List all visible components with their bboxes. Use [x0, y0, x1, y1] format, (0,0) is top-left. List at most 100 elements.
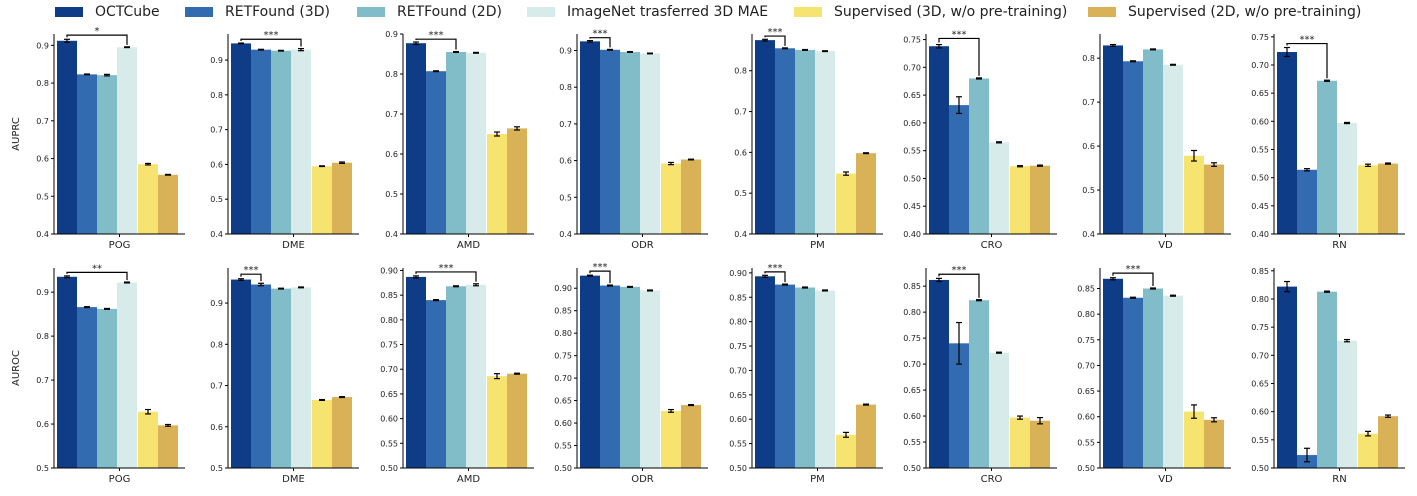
y-tick-label: 0.4 [210, 230, 223, 239]
y-tick-label: 0.60 [1251, 117, 1269, 126]
bar [620, 51, 640, 234]
bar [580, 41, 600, 235]
subplot-pm-auroc: *** 0.50 0.55 0.60 0.65 0.70 0.75 0.80 0.85 0.90 P… [729, 263, 883, 485]
y-tick-label: 0.4 [1082, 230, 1095, 239]
y-tick-label: 0.55 [554, 442, 572, 451]
significance-bracket [938, 37, 980, 76]
y-tick-label: 0.6 [559, 157, 572, 166]
significance-label: *** [1126, 264, 1141, 275]
bar [640, 290, 660, 468]
bar [487, 376, 507, 468]
y-tick-label: 0.60 [903, 119, 921, 128]
y-tick-label: 0.40 [903, 230, 921, 239]
y-tick-label: 0.75 [903, 36, 921, 45]
y-tick-label: 0.5 [559, 193, 572, 202]
y-tick-label: 0.5 [210, 195, 223, 204]
y-tick-label: 0.75 [903, 334, 921, 343]
x-category-label: DME [282, 240, 305, 251]
bar [117, 282, 137, 468]
subplot-odr-auprc: *** 0.4 0.5 0.6 0.7 0.8 0.9 ODR [559, 29, 708, 251]
y-tick-label: 0.8 [734, 67, 747, 76]
bar [446, 52, 466, 234]
y-tick-label: 0.50 [903, 174, 921, 183]
bar [446, 286, 466, 468]
bar [158, 425, 178, 468]
y-tick-label: 0.9 [385, 30, 398, 39]
y-tick-label: 0.45 [1251, 202, 1269, 211]
bar [97, 75, 117, 234]
bar [291, 49, 311, 234]
legend-item: RETFound (3D) [185, 4, 330, 20]
y-tick-label: 0.90 [380, 266, 398, 275]
subplot-rn-auprc: *** 0.40 0.45 0.50 0.55 0.60 0.65 0.70 0.75 RN [1251, 33, 1405, 251]
bar [332, 162, 352, 234]
significance-label: *** [952, 29, 967, 40]
bar [77, 307, 97, 468]
significance-label: *** [768, 27, 783, 38]
y-tick-label: 0.9 [36, 41, 49, 50]
bar [755, 276, 775, 468]
y-tick-label: 0.70 [380, 365, 398, 374]
bar [949, 343, 969, 468]
y-tick-label: 0.50 [1251, 174, 1269, 183]
y-tick-label: 0.60 [1077, 413, 1095, 422]
legend-item: Supervised (3D, w/o pre-training) [794, 4, 1067, 20]
bar [929, 46, 949, 234]
legend-swatch [55, 7, 83, 17]
significance-bracket [240, 38, 302, 47]
y-tick-label: 0.9 [559, 47, 572, 56]
bar [969, 78, 989, 234]
bar [815, 51, 835, 235]
bar [1030, 420, 1050, 468]
bar [969, 300, 989, 468]
y-tick-label: 0.7 [734, 108, 747, 117]
subplot-dme-auroc: *** 0.5 0.6 0.7 0.8 0.9 DME [210, 265, 359, 485]
bar [640, 53, 660, 235]
bar [1297, 169, 1317, 234]
x-category-label: PM [810, 240, 825, 251]
y-tick-label: 0.7 [210, 382, 223, 391]
bar [1184, 411, 1204, 468]
bar [661, 410, 681, 468]
bar [989, 142, 1009, 234]
bar [989, 352, 1009, 468]
bar [426, 71, 446, 234]
significance-label: *** [429, 30, 444, 41]
legend-swatch [185, 7, 213, 17]
legend-item: Supervised (2D, w/o pre-training) [1088, 4, 1361, 20]
bar [620, 286, 640, 468]
bar [1143, 288, 1163, 468]
significance-bracket [415, 38, 457, 50]
bar [1123, 297, 1143, 468]
bar [1358, 433, 1378, 468]
y-tick-label: 0.50 [554, 464, 572, 473]
bar [1317, 291, 1337, 468]
subplot-cro-auprc: *** 0.40 0.45 0.50 0.55 0.60 0.65 0.70 0.75 CRO [903, 29, 1057, 251]
bar [1030, 165, 1050, 234]
significance-bracket [938, 273, 980, 298]
significance-bracket [415, 271, 477, 282]
y-tick-label: 0.6 [36, 420, 49, 429]
y-tick-label: 0.70 [903, 63, 921, 72]
x-category-label: ODR [631, 474, 654, 485]
y-tick-label: 0.75 [380, 341, 398, 350]
significance-bracket [66, 34, 128, 45]
bar [57, 40, 77, 235]
significance-label: *** [244, 265, 259, 276]
significance-bracket [589, 37, 611, 48]
y-tick-label: 0.80 [903, 308, 921, 317]
bar [755, 40, 775, 234]
legend-label: Supervised (3D, w/o pre-training) [834, 4, 1068, 20]
bar [1163, 295, 1183, 468]
bar [158, 174, 178, 234]
subplot-pm-auprc: *** 0.4 0.5 0.6 0.7 0.8 PM [734, 27, 883, 251]
y-tick-label: 0.50 [1077, 464, 1095, 473]
bar [466, 52, 486, 234]
significance-bracket [764, 35, 786, 46]
y-tick-label: 0.8 [36, 332, 49, 341]
y-tick-label: 0.55 [903, 438, 921, 447]
bar [681, 159, 701, 234]
bar [1358, 165, 1378, 234]
bar [836, 173, 856, 234]
y-tick-label: 0.5 [210, 464, 223, 473]
